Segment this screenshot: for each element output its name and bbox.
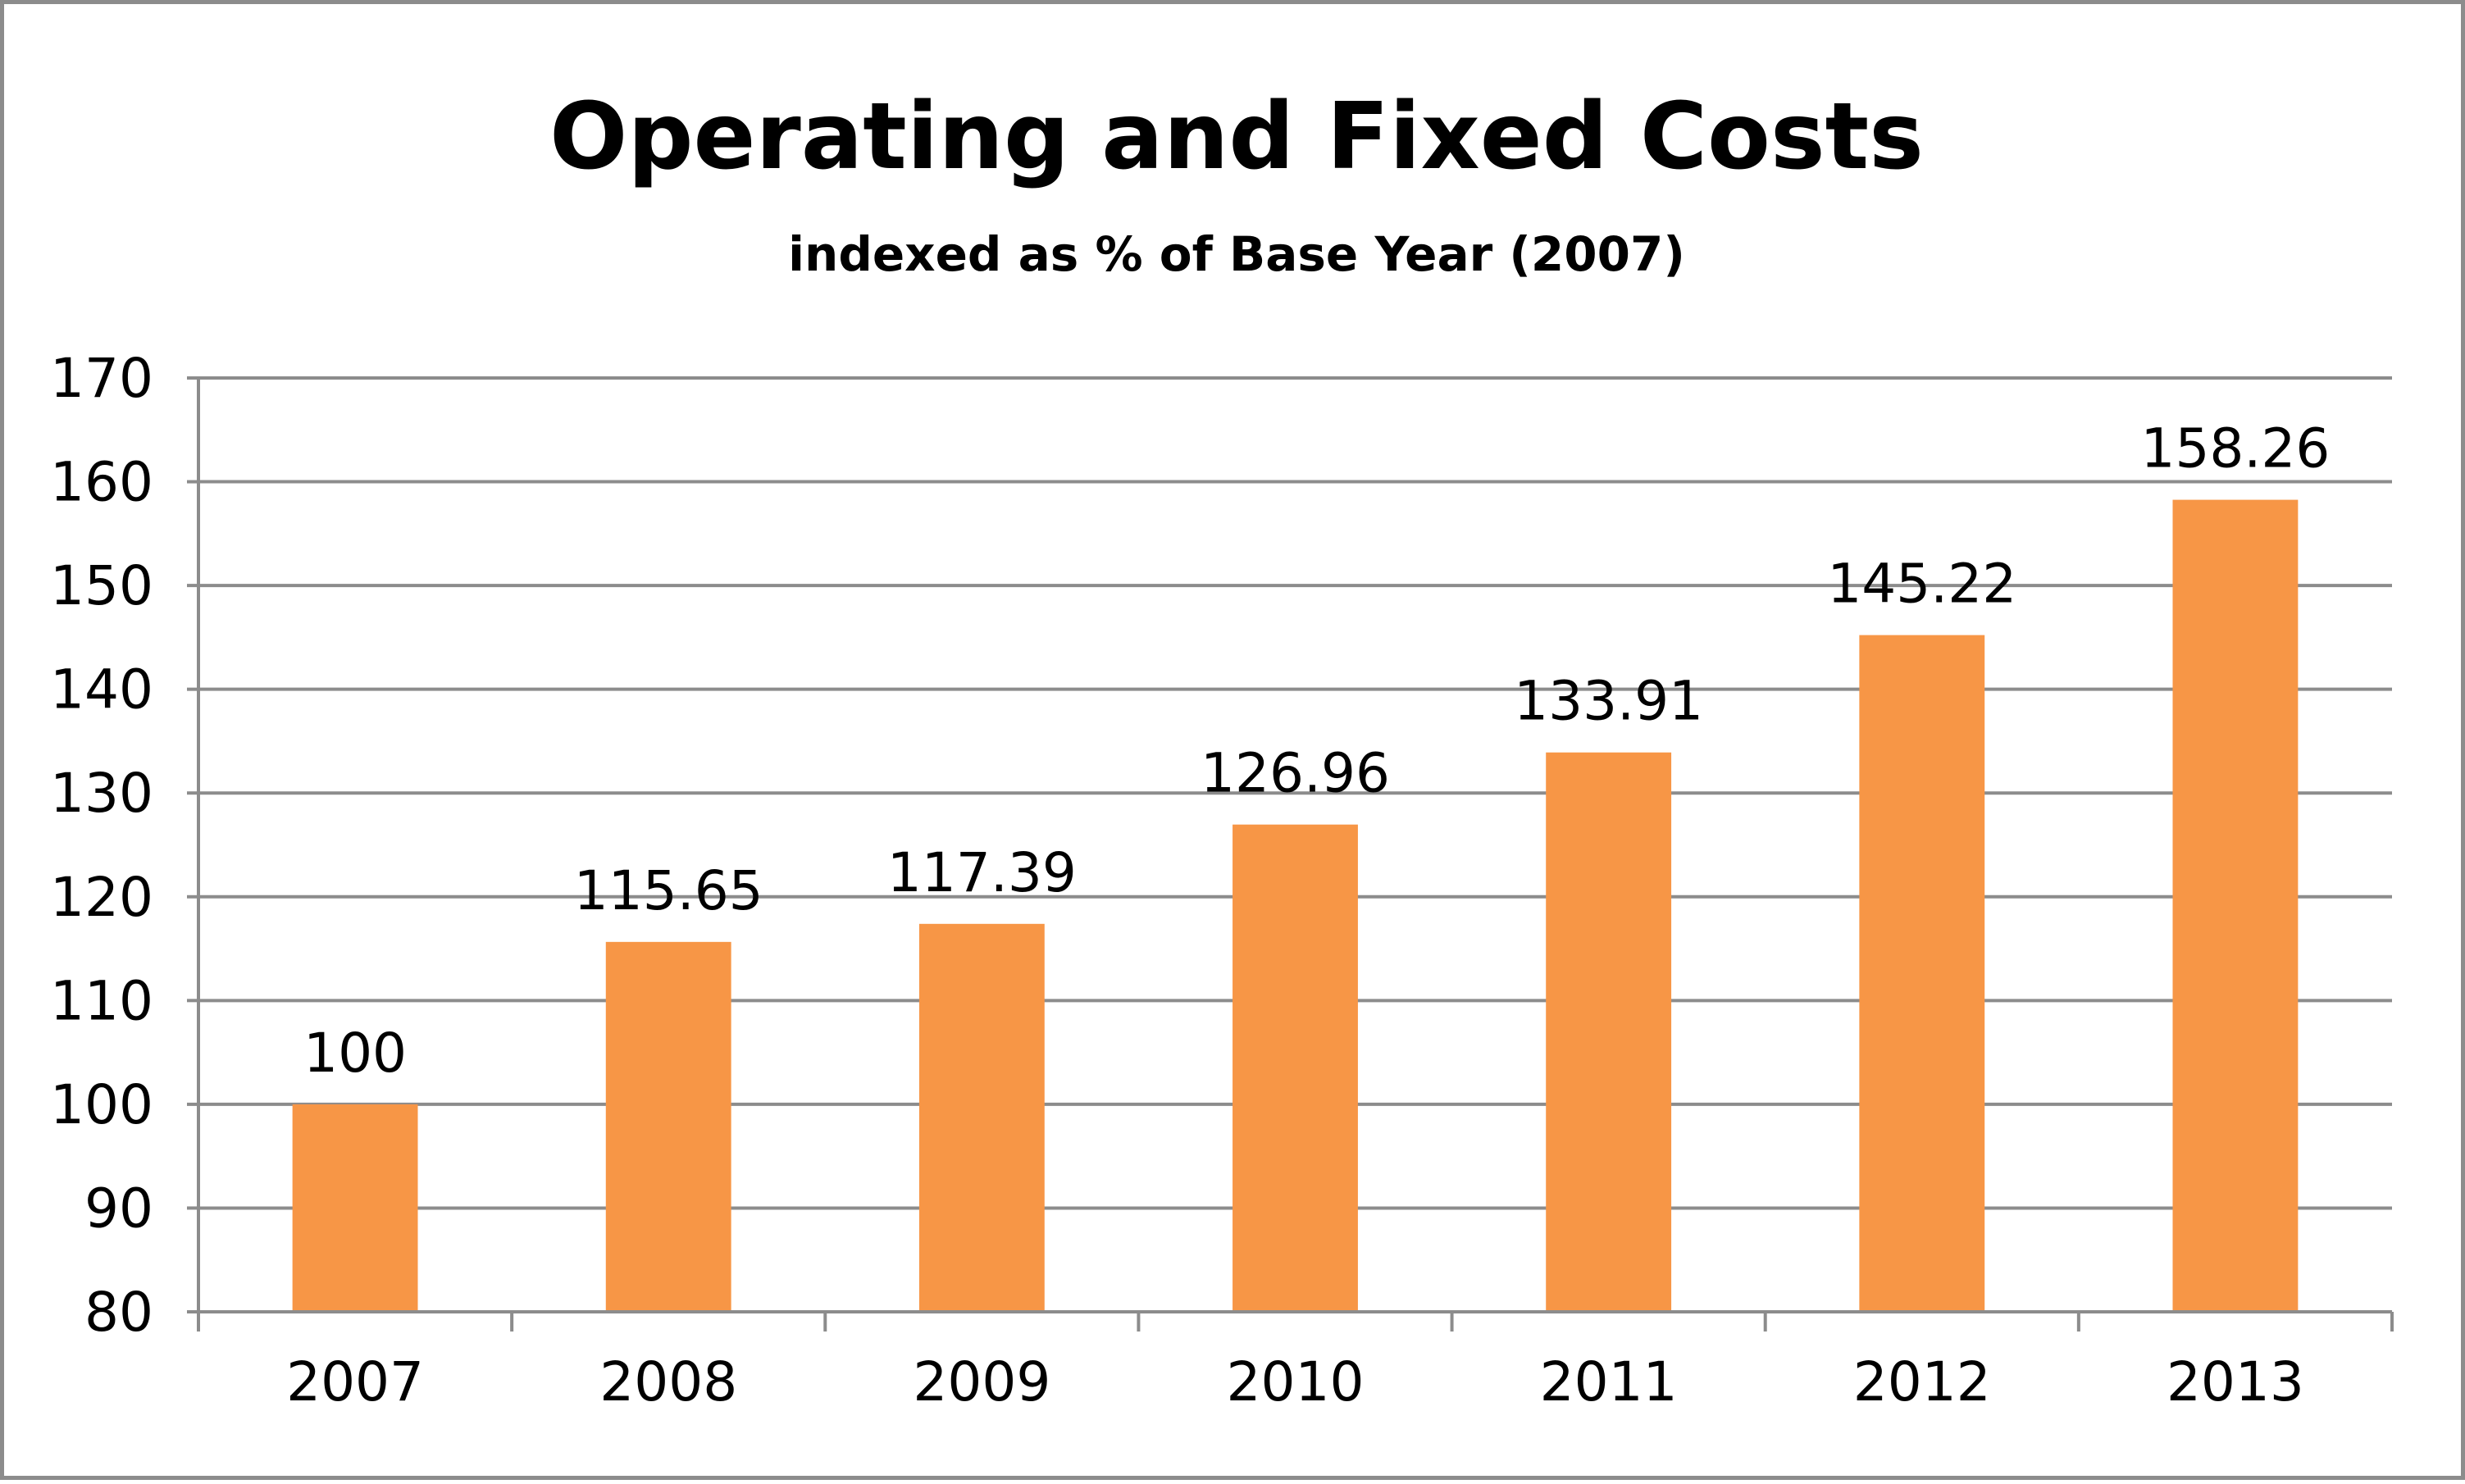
bar-2007: [292, 1104, 418, 1312]
x-axis-ticks: 2007 2008 2009 2010 2011 2012 2013: [286, 1350, 2304, 1413]
bar-2010: [1232, 824, 1358, 1312]
y-axis-ticks: 80 90 100 110 120 130 140 150 160 170: [50, 347, 200, 1344]
bar-chart: Operating and Fixed Costs indexed as % o…: [50, 84, 2394, 1413]
bars: [292, 499, 2299, 1312]
ytick-label-140: 140: [50, 658, 153, 722]
ytick-label-160: 160: [50, 451, 153, 514]
ytick-label-170: 170: [50, 347, 153, 410]
ytick-label-110: 110: [50, 969, 153, 1032]
ytick-label-100: 100: [50, 1073, 153, 1136]
data-label-2011: 133.91: [1514, 670, 1703, 733]
ytick-label-90: 90: [84, 1177, 153, 1240]
ytick-label-120: 120: [50, 866, 153, 929]
xtick-label-2010: 2010: [1227, 1350, 1365, 1413]
xtick-label-2011: 2011: [1540, 1350, 1678, 1413]
ytick-label-80: 80: [84, 1281, 153, 1344]
ytick-label-150: 150: [50, 554, 153, 617]
xtick-label-2008: 2008: [599, 1350, 737, 1413]
xtick-label-2007: 2007: [286, 1350, 424, 1413]
bar-2009: [918, 923, 1045, 1312]
bar-2008: [605, 941, 731, 1312]
chart-title: Operating and Fixed Costs: [549, 84, 1924, 190]
xtick-label-2013: 2013: [2167, 1350, 2304, 1413]
data-labels: 100 115.65 117.39 126.96 133.91 145.22 158.26: [303, 417, 2330, 1085]
data-label-2009: 117.39: [887, 841, 1077, 904]
data-label-2007: 100: [303, 1022, 407, 1085]
x-axis: [197, 1310, 2394, 1332]
xtick-label-2012: 2012: [1853, 1350, 1991, 1413]
data-label-2012: 145.22: [1827, 553, 2016, 616]
data-label-2013: 158.26: [2140, 417, 2330, 480]
data-label-2010: 126.96: [1201, 742, 1390, 805]
bar-2013: [2172, 499, 2299, 1312]
bar-2011: [1546, 752, 1672, 1312]
ytick-label-130: 130: [50, 762, 153, 825]
xtick-label-2009: 2009: [913, 1350, 1050, 1413]
chart-subtitle: indexed as % of Base Year (2007): [788, 226, 1685, 282]
gridlines: [198, 376, 2392, 1210]
data-label-2008: 115.65: [574, 859, 763, 922]
bar-2012: [1859, 635, 1985, 1312]
